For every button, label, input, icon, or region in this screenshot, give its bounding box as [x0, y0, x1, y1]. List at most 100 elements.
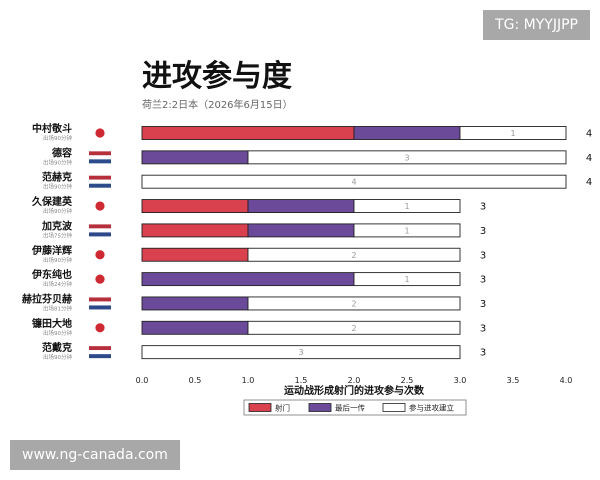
netherlands-flag-icon — [89, 224, 111, 237]
legend-swatch-assist — [308, 403, 332, 412]
player-name: 久保建英 — [31, 195, 73, 208]
legend-swatch-shot — [248, 403, 272, 412]
total-label: 3 — [480, 323, 486, 334]
japan-flag-icon — [95, 128, 105, 138]
x-tick-label: 1.0 — [242, 376, 255, 385]
legend-item: 最后一传 — [308, 403, 365, 413]
x-tick-label: 0.5 — [189, 376, 202, 385]
japan-flag-icon — [95, 250, 105, 260]
chart-subtitle: 荷兰2:2日本（2026年6月15日） — [142, 98, 293, 111]
site-watermark: www.ng-canada.com — [10, 440, 180, 470]
legend-label: 最后一传 — [335, 403, 365, 413]
player-name: 伊藤洋辉 — [31, 244, 72, 257]
legend-swatch-build — [382, 403, 406, 412]
segment-label: 2 — [351, 324, 356, 333]
segment-label: 3 — [298, 348, 303, 357]
total-label: 3 — [480, 348, 486, 359]
netherlands-flag-icon — [89, 346, 111, 359]
player-name: 镰田大地 — [31, 317, 72, 330]
bar-segment-shot — [141, 247, 249, 262]
japan-flag-disc — [95, 250, 105, 260]
legend: 射门 最后一传 参与进攻建立 — [243, 399, 467, 416]
netherlands-flag-icon — [89, 297, 111, 310]
bar-segment-assist — [141, 272, 355, 287]
netherlands-flag-red — [89, 175, 111, 180]
chart-title: 进攻参与度 — [142, 59, 292, 94]
player-name: 赫拉芬贝赫 — [22, 292, 72, 305]
japan-flag-icon — [95, 323, 105, 333]
player-minutes: 出场75分钟 — [43, 231, 72, 239]
bar-segment-build — [247, 296, 461, 311]
netherlands-flag-blue — [89, 354, 111, 359]
segment-label: 1 — [404, 202, 409, 211]
legend-frame — [243, 399, 467, 416]
netherlands-flag-red — [89, 224, 111, 229]
japan-flag-disc — [95, 201, 105, 211]
segment-label: 2 — [351, 251, 356, 260]
bar-segment-build — [247, 247, 461, 262]
bar-segment-build — [247, 150, 567, 165]
netherlands-flag-icon — [89, 151, 111, 164]
x-tick-label: 1.5 — [295, 376, 308, 385]
player-name: 德容 — [51, 146, 72, 159]
player-name: 范赫克 — [42, 171, 72, 184]
netherlands-flag-white — [89, 155, 111, 160]
bar-segment-build — [353, 272, 461, 287]
bar-segment-build — [459, 126, 567, 140]
player-name: 范戴克 — [42, 341, 72, 354]
segment-label: 3 — [404, 153, 409, 162]
bar-segment-shot — [141, 223, 249, 238]
bar-segment-assist — [141, 296, 249, 311]
netherlands-flag-blue — [89, 183, 111, 188]
netherlands-flag-blue — [89, 305, 111, 310]
japan-flag-icon — [95, 201, 105, 211]
bar-segment-shot — [141, 126, 355, 140]
netherlands-flag-white — [89, 350, 111, 355]
total-label: 3 — [480, 275, 486, 286]
player-minutes: 出场90分钟 — [43, 256, 72, 264]
bar-segment-build — [353, 223, 461, 238]
netherlands-flag-red — [89, 151, 111, 156]
segment-label: 2 — [351, 299, 356, 308]
bar-segment-assist — [141, 320, 249, 335]
bar-segment-build — [141, 345, 461, 360]
x-tick-label: 2.5 — [401, 376, 414, 385]
netherlands-flag-white — [89, 301, 111, 306]
total-label: 4 — [586, 153, 592, 164]
netherlands-flag-blue — [89, 159, 111, 164]
total-label: 4 — [586, 177, 592, 188]
player-name: 伊东纯也 — [31, 268, 72, 281]
player-minutes: 出场90分钟 — [43, 183, 72, 191]
player-minutes: 出场24分钟 — [43, 280, 72, 288]
x-tick-label: 0.0 — [136, 376, 149, 385]
bar-segment-build — [141, 174, 567, 189]
segment-label: 4 — [351, 178, 356, 187]
netherlands-flag-white — [89, 228, 111, 233]
netherlands-flag-white — [89, 179, 111, 184]
player-name: 中村敬斗 — [32, 122, 72, 135]
total-label: 3 — [480, 202, 486, 213]
japan-flag-icon — [95, 274, 105, 284]
legend-label: 参与进攻建立 — [409, 403, 454, 413]
netherlands-flag-red — [89, 346, 111, 351]
legend-item: 射门 — [248, 403, 290, 413]
netherlands-flag-blue — [89, 232, 111, 237]
japan-flag-disc — [95, 128, 105, 138]
segment-label: 1 — [404, 275, 409, 284]
x-tick-label: 3.5 — [507, 376, 520, 385]
netherlands-flag-icon — [89, 175, 111, 188]
x-axis: 0.0 0.5 1.0 1.5 2.0 2.5 3.0 3.5 4.0 — [136, 376, 573, 385]
player-minutes: 出场90分钟 — [43, 353, 72, 361]
japan-flag-disc — [95, 274, 105, 284]
x-tick-label: 4.0 — [560, 376, 573, 385]
player-name: 加克波 — [41, 219, 73, 232]
